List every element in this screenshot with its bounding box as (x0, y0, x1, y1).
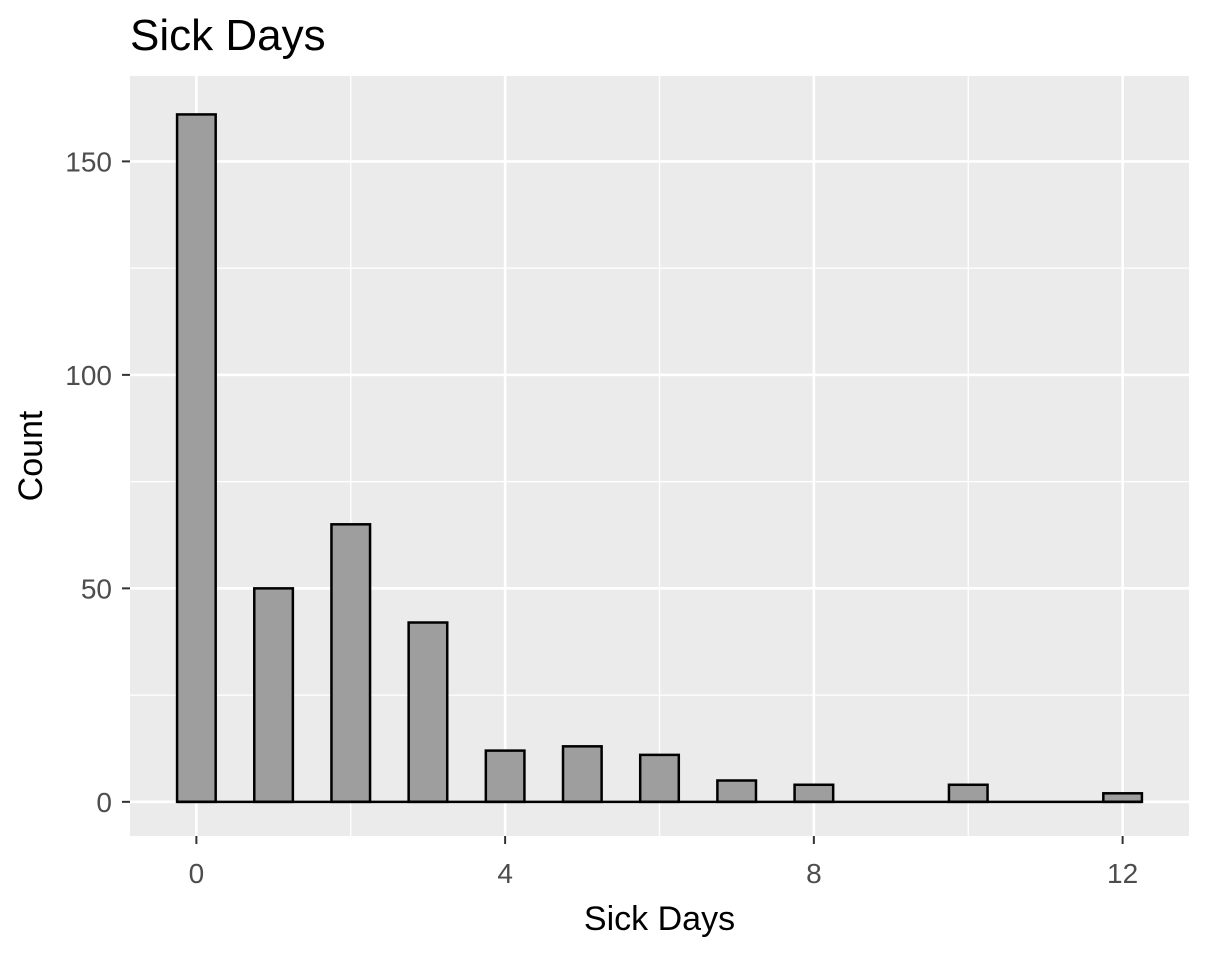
y-tick-label: 0 (96, 787, 112, 818)
histogram-bar (716, 779, 758, 804)
histogram-bar (330, 523, 372, 804)
y-tick-label: 50 (81, 573, 112, 604)
histogram-bar (1102, 792, 1144, 804)
x-tick-label: 8 (806, 858, 822, 889)
histogram-bar (407, 621, 449, 804)
y-tick-label: 100 (65, 360, 112, 391)
axes: 0 4 8 12 0 50 100 150 (65, 146, 1138, 889)
x-axis-title: Sick Days (584, 900, 735, 938)
histogram-bar (638, 753, 681, 804)
bars (175, 113, 1144, 804)
x-tick-label: 4 (497, 858, 513, 889)
histogram-bar (484, 749, 526, 804)
histogram-bar (947, 783, 989, 804)
x-tick-label: 12 (1107, 858, 1138, 889)
chart-title: Sick Days (130, 11, 326, 60)
x-tick-label: 0 (189, 858, 205, 889)
histogram-bar (175, 113, 217, 804)
histogram-bar (253, 587, 295, 804)
y-axis-title: Count (12, 410, 50, 501)
histogram-bar (793, 783, 835, 804)
y-tick-label: 150 (65, 146, 112, 177)
histogram-bar (561, 745, 603, 804)
